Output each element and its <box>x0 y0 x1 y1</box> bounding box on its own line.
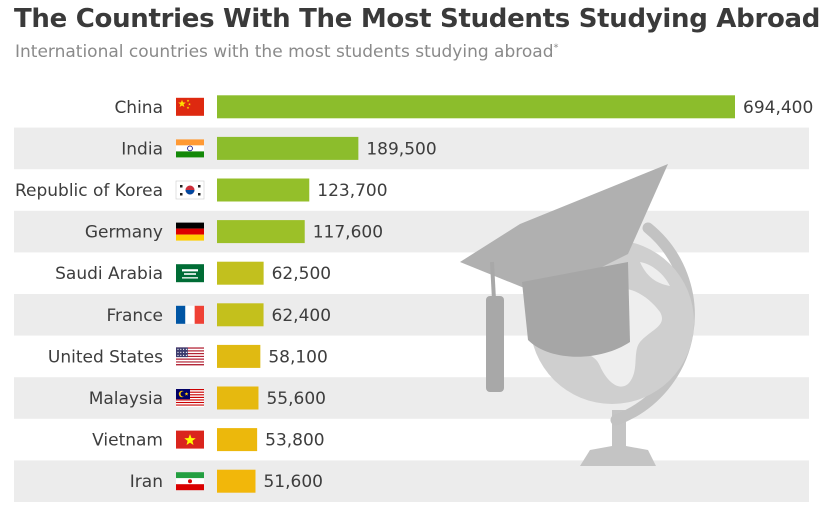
value-label: 51,600 <box>263 472 322 492</box>
bar-row: United States 58,100 <box>48 344 328 368</box>
bar <box>217 344 261 368</box>
bar-row: France 62,400 <box>106 303 331 327</box>
india-flag-icon <box>176 139 204 158</box>
category-label: Germany <box>85 223 163 243</box>
category-label: United States <box>48 347 163 367</box>
bar <box>217 386 259 410</box>
chart-subtitle: International countries with the most st… <box>15 42 558 62</box>
row-stripe <box>14 460 809 502</box>
category-label: India <box>121 139 163 159</box>
bar-row: China 694,400 <box>114 95 813 119</box>
bar <box>217 220 305 244</box>
cap-tassel-cord <box>490 261 496 301</box>
cap-tassel <box>486 296 504 392</box>
bar-row: Vietnam 53,800 <box>92 428 325 452</box>
germany-flag-icon <box>176 222 204 241</box>
bar-rows: China 694,400 India 189,500 Republic of Kore… <box>15 95 813 493</box>
value-label: 62,500 <box>272 264 331 284</box>
value-label: 694,400 <box>743 98 813 118</box>
category-label: Iran <box>130 472 163 492</box>
bar <box>217 261 264 285</box>
chart-title: The Countries With The Most Students Stu… <box>14 4 821 34</box>
cap-crown <box>522 262 630 357</box>
bar <box>217 136 359 160</box>
cap-board <box>460 164 668 296</box>
bar-row: Republic of Korea 123,700 <box>15 178 388 202</box>
value-label: 53,800 <box>265 431 324 451</box>
south-korea-flag-icon <box>175 180 205 200</box>
france-flag-icon <box>176 305 204 324</box>
value-label: 55,600 <box>266 389 325 409</box>
value-label: 62,400 <box>272 306 331 326</box>
subtitle-footnote-mark: * <box>553 42 559 54</box>
category-label: Republic of Korea <box>15 181 163 201</box>
bar <box>217 95 735 119</box>
bar-row: India 189,500 <box>121 136 437 160</box>
bar-row: Germany 117,600 <box>85 220 383 244</box>
row-stripe <box>14 210 809 253</box>
category-label: Saudi Arabia <box>55 264 163 284</box>
saudi-arabia-flag-icon <box>176 264 204 283</box>
bar <box>217 469 256 493</box>
category-label: Vietnam <box>92 431 163 451</box>
bar <box>217 303 264 327</box>
value-label: 117,600 <box>313 223 383 243</box>
subtitle-text: International countries with the most st… <box>15 42 554 62</box>
iran-flag-icon <box>176 472 204 491</box>
value-label: 189,500 <box>366 139 436 159</box>
bar-row: Malaysia 55,600 <box>89 386 326 410</box>
malaysia-flag-icon <box>176 389 204 407</box>
value-label: 123,700 <box>317 181 387 201</box>
category-label: France <box>106 306 163 326</box>
bar <box>217 428 258 452</box>
category-label: Malaysia <box>89 389 163 409</box>
bar-row: Saudi Arabia 62,500 <box>55 261 331 285</box>
united-states-flag-icon <box>176 347 204 366</box>
row-stripe <box>14 127 809 170</box>
vietnam-flag-icon <box>176 430 204 449</box>
bar <box>217 178 310 202</box>
globe-stand <box>580 410 656 466</box>
row-stripe <box>14 377 809 419</box>
category-label: China <box>114 98 163 118</box>
value-label: 58,100 <box>268 347 327 367</box>
graduation-globe-illustration <box>460 164 695 466</box>
bar-row: Iran 51,600 <box>130 469 323 493</box>
china-flag-icon <box>176 97 204 116</box>
